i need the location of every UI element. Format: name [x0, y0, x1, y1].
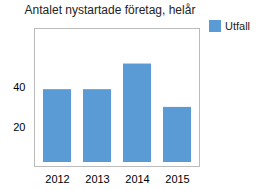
html-text:Utfall: Utfall: [225, 20, 251, 32]
svg-text:2013: 2013: [85, 173, 109, 185]
html-text:Antalet nystartade företag, he: Antalet nystartade företag, helår: [24, 3, 196, 17]
svg-text:2012: 2012: [45, 173, 69, 185]
svg-text:2014: 2014: [125, 173, 149, 185]
svg-text:40: 40: [13, 81, 25, 93]
svg-text:20: 20: [13, 121, 25, 133]
svg-text:2015: 2015: [165, 173, 189, 185]
